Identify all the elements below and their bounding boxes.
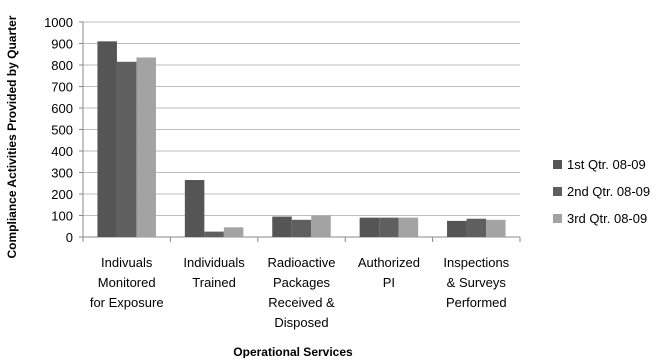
- legend-swatch: [553, 187, 562, 196]
- y-tick-label: 1000: [44, 15, 73, 30]
- y-tick-label: 800: [51, 58, 73, 73]
- bar: [97, 41, 117, 237]
- y-tick-label: 300: [51, 166, 73, 181]
- y-tick-label: 100: [51, 209, 73, 224]
- category-label: Indivuals Monitored for Exposure: [90, 255, 164, 310]
- bar: [116, 61, 137, 238]
- legend-swatch: [553, 214, 562, 223]
- bar: [184, 180, 205, 237]
- y-tick-label: 400: [51, 144, 73, 159]
- y-tick-label: 500: [51, 123, 73, 138]
- category-label: Radioactive Packages Received & Disposed: [268, 255, 336, 330]
- bar: [379, 217, 399, 237]
- bar: [486, 219, 506, 237]
- legend-label: 3rd Qtr. 08-09: [567, 211, 647, 226]
- category-labels: Indivuals Monitored for Exposure Individual…: [90, 255, 510, 330]
- bar: [447, 220, 467, 237]
- y-axis-label: Compliance Activities Provided by Quarte…: [5, 15, 19, 258]
- bar: [291, 219, 312, 237]
- category-label: Authorized PI: [358, 255, 420, 290]
- y-tick-label: 0: [66, 230, 73, 245]
- bar: [359, 217, 380, 237]
- x-axis-label: Operational Services: [233, 345, 353, 358]
- bar: [398, 217, 419, 237]
- category-label: Inspections & Surveys Performed: [443, 255, 509, 310]
- bar: [136, 57, 156, 237]
- legend-label: 2nd Qtr. 08-09: [567, 184, 650, 199]
- bar: [272, 216, 292, 237]
- y-tick-label: 600: [51, 101, 73, 116]
- y-tick-label: 200: [51, 187, 73, 202]
- tick-labels: 0 100 200 300 400 500 600 700 800 900 1000: [44, 15, 73, 245]
- bar: [223, 227, 244, 237]
- legend-swatch: [553, 160, 562, 169]
- bar: [204, 231, 224, 237]
- bar: [466, 218, 487, 237]
- bar: [311, 215, 331, 237]
- category-label: Individuals Trained: [183, 255, 245, 290]
- legend: 1st Qtr. 08-09 2nd Qtr. 08-09 3rd Qtr. 08-…: [553, 157, 650, 226]
- y-tick-label: 700: [51, 80, 73, 95]
- y-tick-label: 900: [51, 37, 73, 52]
- legend-label: 1st Qtr. 08-09: [567, 157, 646, 172]
- bars: [97, 41, 506, 238]
